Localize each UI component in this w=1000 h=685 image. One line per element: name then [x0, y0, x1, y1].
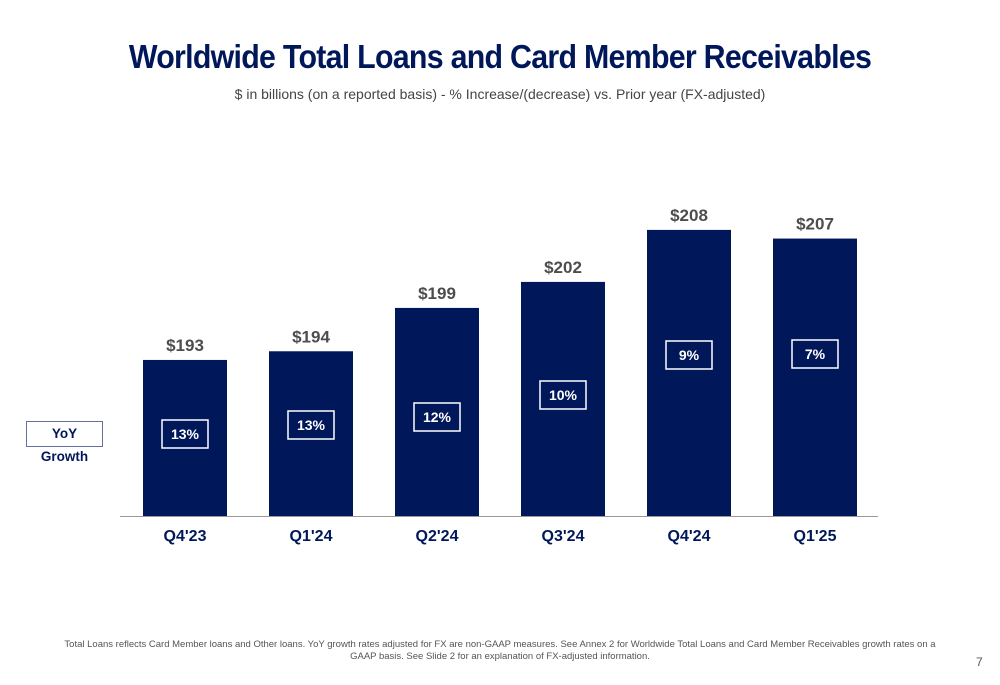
bar	[269, 351, 353, 516]
page-title: Worldwide Total Loans and Card Member Re…	[128, 38, 872, 75]
growth-box	[413, 402, 461, 432]
value-label: $194	[292, 327, 330, 346]
bar	[647, 229, 731, 516]
growth-box	[287, 410, 335, 440]
value-label: $193	[166, 336, 204, 355]
bar	[521, 281, 605, 516]
bar	[143, 359, 227, 516]
category-label: Q3'24	[542, 528, 585, 545]
growth-box	[791, 339, 839, 369]
growth-label: 9%	[679, 347, 700, 363]
growth-label: 7%	[805, 346, 826, 362]
category-label: Q1'24	[290, 528, 333, 545]
category-label: Q2'24	[416, 528, 459, 545]
growth-label: 13%	[297, 417, 326, 433]
footnote: Total Loans reflects Card Member loans a…	[64, 639, 936, 662]
value-label: $208	[670, 206, 708, 225]
growth-label: 10%	[549, 387, 578, 403]
growth-box	[665, 340, 713, 370]
category-label: Q4'24	[668, 528, 711, 545]
page-number: 7	[976, 655, 983, 669]
growth-label: 13%	[171, 426, 200, 442]
value-label: $202	[544, 258, 582, 277]
yoy-growth-legend: YoY Growth	[26, 421, 103, 464]
bar-chart: $193 13% Q4'23 $194 13% Q1'24 $199 12% Q2'24 $202…	[120, 206, 878, 545]
growth-label: 12%	[423, 409, 452, 425]
value-label: $199	[418, 284, 456, 303]
bar	[773, 238, 857, 516]
page-subtitle: $ in billions (on a reported basis) - % …	[234, 86, 766, 102]
category-label: Q1'25	[794, 528, 837, 545]
category-label: Q4'23	[164, 528, 207, 545]
bar	[395, 307, 479, 516]
value-label: $207	[796, 215, 834, 234]
growth-box	[539, 380, 587, 410]
growth-box	[161, 419, 209, 449]
